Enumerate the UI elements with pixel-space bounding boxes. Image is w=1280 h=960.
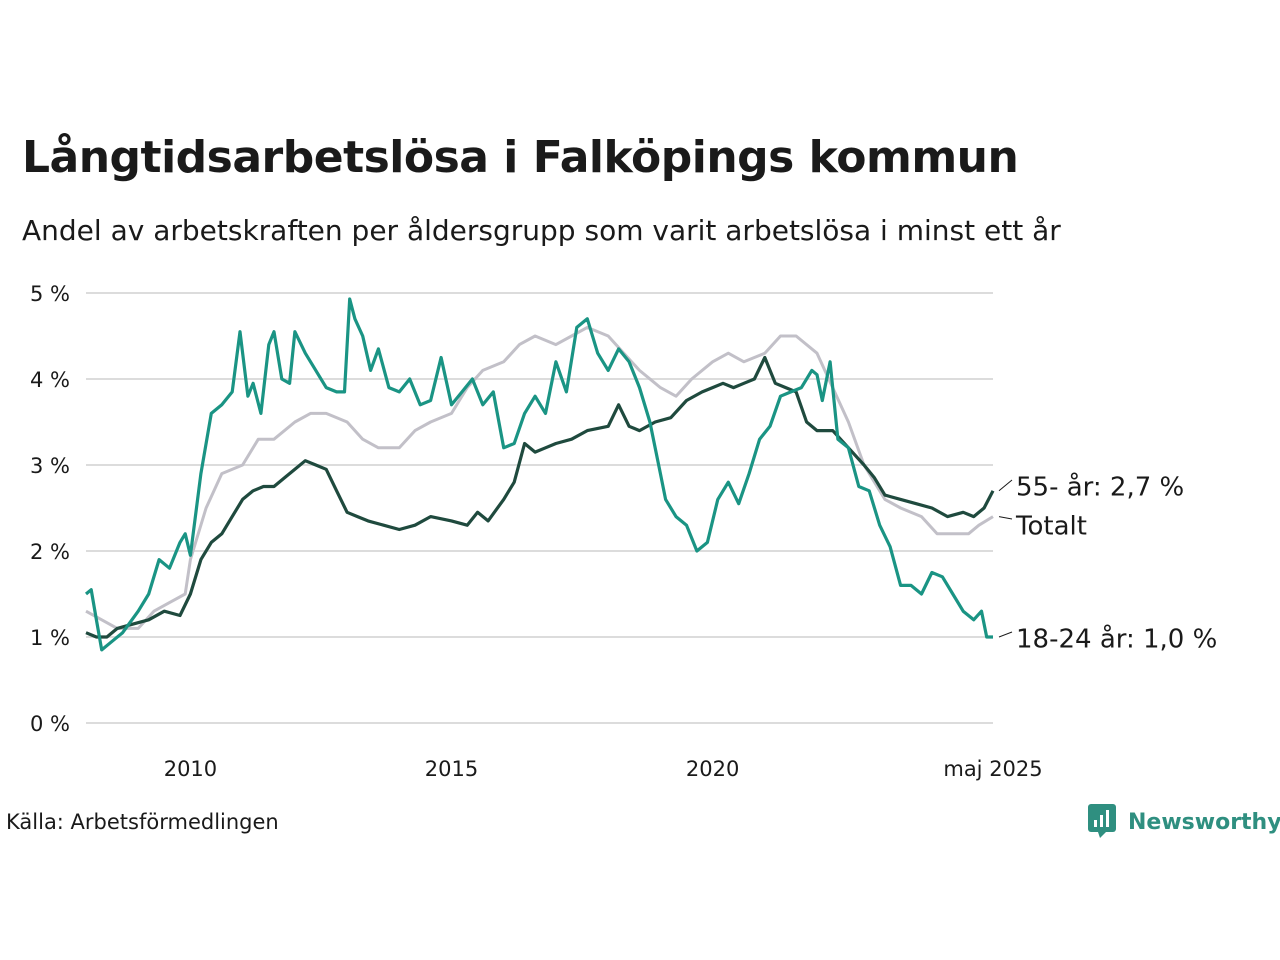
- series-layer: [84, 297, 995, 652]
- chart-title: Långtidsarbetslösa i Falköpings kommun: [22, 132, 1019, 183]
- x-tick-label: 2020: [686, 757, 739, 781]
- chart-subtitle: Andel av arbetskraften per åldersgrupp s…: [22, 214, 1061, 247]
- end-label-older: 55- år: 2,7 %: [1016, 472, 1184, 503]
- source-note: Källa: Arbetsförmedlingen: [6, 810, 279, 834]
- series-line-youth: [84, 297, 993, 652]
- y-tick-label: 1 %: [30, 626, 70, 650]
- end-label-youth: 18-24 år: 1,0 %: [1016, 624, 1217, 655]
- y-tick-label: 4 %: [30, 368, 70, 392]
- brand-name: Newsworthy: [1128, 809, 1280, 835]
- x-tick-label: 2010: [164, 757, 217, 781]
- series-line-total: [85, 325, 994, 630]
- labels-layer: Totalt 55- år: 2,7 % 18-24 år: 1,0 %: [998, 472, 1217, 655]
- x-tick-label: 2015: [425, 757, 478, 781]
- y-tick-label: 2 %: [30, 540, 70, 564]
- newsworthy-logo-icon: [1088, 804, 1116, 838]
- end-label-leader: [998, 479, 1013, 492]
- end-label-total: Totalt: [1015, 512, 1087, 542]
- x-tick-label: maj 2025: [943, 757, 1042, 781]
- y-tick-label: 5 %: [30, 282, 70, 306]
- brand-logo[interactable]: Newsworthy: [1088, 804, 1280, 840]
- grid-layer: 0 % 1 % 2 % 3 % 4 % 5 % 2010 2015 2020 maj 2025: [30, 282, 1043, 781]
- end-label-leader: [998, 516, 1013, 520]
- y-tick-label: 3 %: [30, 454, 70, 478]
- y-tick-label: 0 %: [30, 712, 70, 736]
- end-label-leader: [998, 631, 1013, 638]
- series-line-older: [85, 355, 995, 639]
